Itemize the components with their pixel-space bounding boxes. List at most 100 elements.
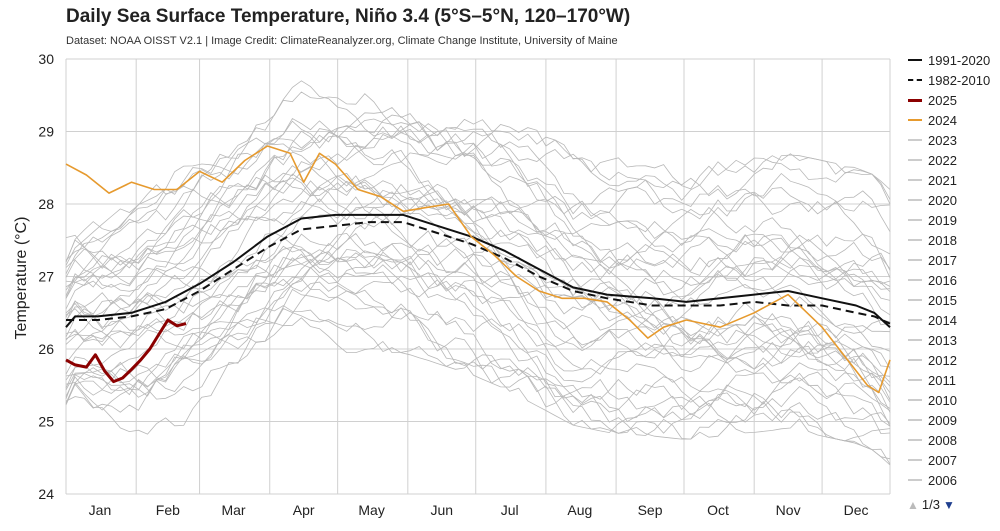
y-tick-label: 29	[38, 124, 54, 140]
legend-item-2014[interactable]: 2014	[908, 310, 1000, 330]
legend-swatch	[908, 98, 922, 102]
legend-swatch	[908, 179, 922, 181]
legend-item-2022[interactable]: 2022	[908, 150, 1000, 170]
x-tick-label: Jul	[501, 502, 519, 518]
background-year-line	[65, 126, 891, 301]
legend-swatch	[908, 359, 922, 361]
legend-item-2024[interactable]: 2024	[908, 110, 1000, 130]
legend-label: 2012	[928, 352, 957, 368]
legend-label: 2020	[928, 192, 957, 208]
legend-swatch	[908, 299, 922, 301]
legend-item-2007[interactable]: 2007	[908, 450, 1000, 470]
background-year-line	[65, 114, 891, 268]
legend-item-2018[interactable]: 2018	[908, 230, 1000, 250]
legend-label: 2006	[928, 472, 957, 488]
legend-page-up-icon[interactable]: ▲	[907, 497, 919, 512]
series-line-2025	[65, 318, 187, 384]
x-tick-label: Mar	[221, 502, 245, 518]
legend-swatch	[908, 399, 922, 401]
legend-item-2015[interactable]: 2015	[908, 290, 1000, 310]
legend-label: 2025	[928, 92, 957, 108]
background-year-line	[65, 278, 891, 394]
legend-item-2020[interactable]: 2020	[908, 190, 1000, 210]
background-year-line	[65, 183, 891, 341]
background-year-line	[65, 135, 891, 297]
legend-label: 2024	[928, 112, 957, 128]
legend-label: 2007	[928, 452, 957, 468]
background-year-line	[65, 118, 891, 263]
legend-label: 2011	[928, 372, 956, 388]
legend-swatch	[908, 119, 922, 121]
legend-swatch	[908, 219, 922, 221]
background-year-line	[65, 278, 891, 466]
legend-label: 2018	[928, 232, 957, 248]
legend-swatch	[908, 259, 922, 261]
x-tick-label: May	[358, 502, 384, 518]
legend-item-2009[interactable]: 2009	[908, 410, 1000, 430]
background-year-line	[65, 272, 891, 435]
legend-item-1991-2020[interactable]: 1991-2020	[908, 50, 1000, 70]
legend-label: 2008	[928, 432, 957, 448]
legend-item-2023[interactable]: 2023	[908, 130, 1000, 150]
legend-item-2017[interactable]: 2017	[908, 250, 1000, 270]
legend-swatch	[908, 419, 922, 421]
legend-label: 2019	[928, 212, 957, 228]
background-year-line	[65, 248, 891, 392]
legend-pager: ▲ 1/3 ▼	[907, 497, 955, 512]
legend-swatch	[908, 379, 922, 381]
legend-swatch	[908, 239, 922, 241]
legend-swatch	[908, 319, 922, 321]
x-tick-label: Dec	[844, 502, 869, 518]
legend-item-2016[interactable]: 2016	[908, 270, 1000, 290]
background-year-line	[65, 120, 891, 292]
legend-label: 1991-2020	[928, 52, 991, 68]
y-tick-label: 30	[38, 51, 54, 67]
legend-item-2019[interactable]: 2019	[908, 210, 1000, 230]
background-year-line	[65, 173, 891, 269]
legend-item-2021[interactable]: 2021	[908, 170, 1000, 190]
x-tick-label: Feb	[156, 502, 180, 518]
background-year-line	[65, 250, 891, 440]
background-year-line	[65, 307, 891, 465]
y-tick-label: 25	[38, 414, 54, 430]
legend-page-down-icon[interactable]: ▼	[942, 497, 955, 512]
legend-item-2008[interactable]: 2008	[908, 430, 1000, 450]
background-year-line	[65, 288, 891, 460]
background-year-line	[65, 133, 891, 326]
legend-item-2013[interactable]: 2013	[908, 330, 1000, 350]
legend-item-2012[interactable]: 2012	[908, 350, 1000, 370]
legend-swatch	[908, 279, 922, 281]
chart-title: Daily Sea Surface Temperature, Niño 3.4 …	[66, 6, 631, 27]
background-year-line	[65, 107, 891, 310]
legend-label: 2017	[928, 252, 957, 268]
background-year-line	[65, 251, 891, 404]
x-tick-label: Apr	[293, 502, 315, 518]
background-year-line	[65, 200, 891, 399]
legend-item-1982-2010[interactable]: 1982-2010	[908, 70, 1000, 90]
legend-label: 2021	[928, 172, 957, 188]
x-tick-label: Jan	[89, 502, 112, 518]
y-axis-label: Temperature (°C)	[13, 217, 30, 340]
legend-item-2025[interactable]: 2025	[908, 90, 1000, 110]
legend-swatch	[908, 59, 922, 61]
legend-swatch	[908, 479, 922, 481]
legend-swatch	[908, 439, 922, 441]
background-year-line	[65, 80, 891, 279]
background-year-line	[65, 174, 891, 427]
legend-label: 2013	[928, 332, 957, 348]
legend-item-2011[interactable]: 2011	[908, 370, 1000, 390]
chart-legend: 1991-2020 1982-2010 2025 2024 2023 2022 2021 20…	[908, 50, 1000, 490]
legend-item-2010[interactable]: 2010	[908, 390, 1000, 410]
series-line-2024	[65, 145, 891, 394]
background-year-line	[65, 91, 891, 274]
background-year-line	[65, 118, 891, 291]
legend-item-2006[interactable]: 2006	[908, 470, 1000, 490]
legend-swatch	[908, 459, 922, 461]
legend-label: 2010	[928, 392, 957, 408]
series-line-1982-2010	[66, 221, 891, 325]
background-year-line	[65, 245, 891, 409]
y-tick-label: 24	[38, 486, 54, 502]
legend-swatch	[908, 139, 922, 141]
x-tick-label: Oct	[707, 502, 729, 518]
